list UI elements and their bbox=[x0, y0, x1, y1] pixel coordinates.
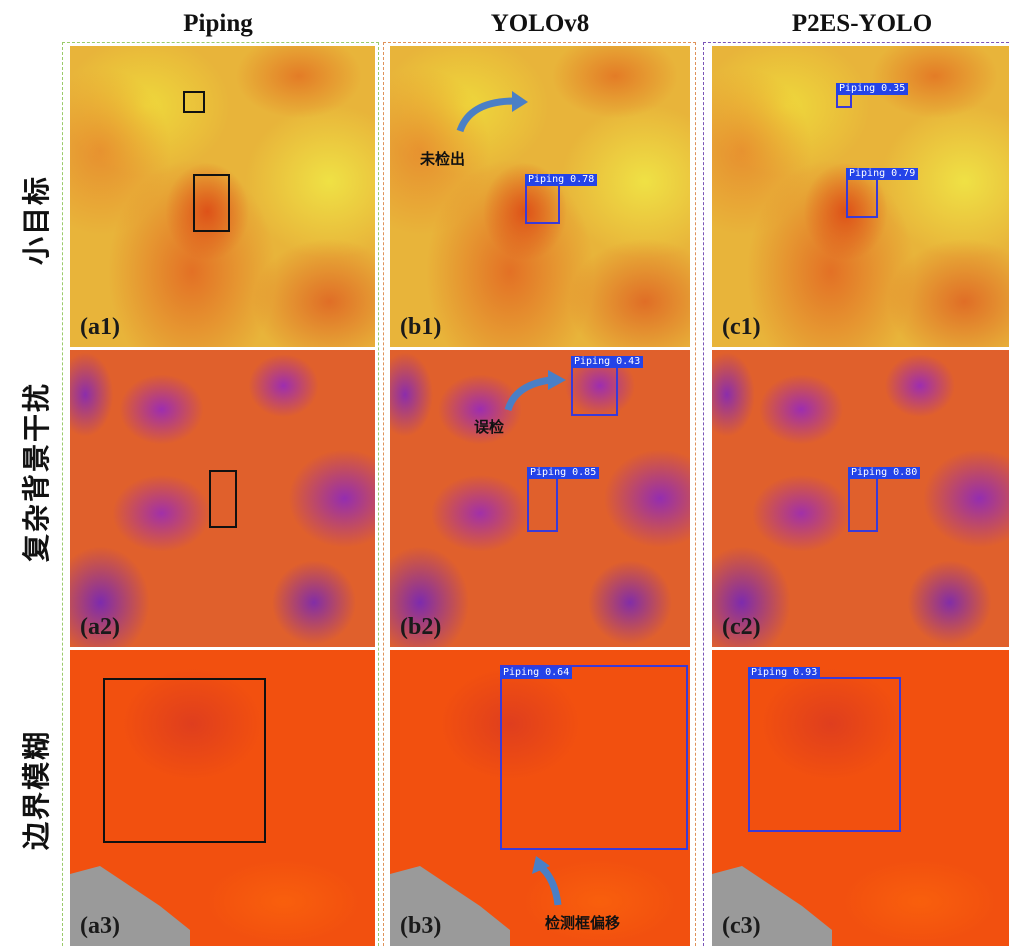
detection-box: Piping 0.85 bbox=[527, 477, 558, 532]
figure: {"columns": [{"title": "Piping"}, {"titl… bbox=[0, 0, 1009, 946]
ground-truth-box bbox=[183, 91, 205, 113]
panel-label: (a2) bbox=[80, 614, 120, 641]
image-panel: (a2) bbox=[70, 350, 375, 647]
annotation: 误检 bbox=[474, 416, 504, 437]
detection-label: Piping 0.80 bbox=[848, 467, 920, 479]
detection-label: Piping 0.79 bbox=[846, 168, 918, 180]
image-panel: 未检出 Piping 0.78 (b1) bbox=[390, 46, 690, 347]
arrow bbox=[390, 650, 690, 946]
image-panel: Piping 0.35 Piping 0.79 (c1) bbox=[712, 46, 1009, 347]
annotation: 未检出 bbox=[420, 148, 465, 169]
panel-label: (c2) bbox=[722, 614, 761, 641]
panel-label: (b2) bbox=[400, 614, 441, 641]
panel-label: (b3) bbox=[400, 913, 441, 940]
row-label: 边界模糊 bbox=[15, 730, 55, 850]
detection-label: Piping 0.85 bbox=[527, 467, 599, 479]
image-panel: Piping 0.80 (c2) bbox=[712, 350, 1009, 647]
ground-truth-box bbox=[209, 470, 237, 528]
column-title: Piping bbox=[68, 10, 368, 38]
image-panel: 误检 Piping 0.43 Piping 0.85 (b2) bbox=[390, 350, 690, 647]
panel-label: (c1) bbox=[722, 314, 761, 341]
detection-label: Piping 0.35 bbox=[836, 83, 908, 95]
panel-label: (c3) bbox=[722, 913, 761, 940]
ground-truth-box bbox=[193, 174, 230, 232]
detection-box: Piping 0.79 bbox=[846, 178, 878, 218]
column-title: YOLOv8 bbox=[390, 10, 690, 38]
panel-label: (a1) bbox=[80, 314, 120, 341]
detection-box: Piping 0.43 bbox=[571, 366, 618, 416]
column-title: P2ES-YOLO bbox=[712, 10, 1009, 38]
annotation: 检测框偏移 bbox=[545, 912, 620, 933]
row-label: 小目标 bbox=[15, 175, 55, 265]
ground-truth-box bbox=[103, 678, 266, 843]
detection-label: Piping 0.78 bbox=[525, 174, 597, 186]
image-panel: Piping 0.64 检测框偏移 (b3) bbox=[390, 650, 690, 946]
detection-box: Piping 0.80 bbox=[848, 477, 878, 532]
detection-label: Piping 0.43 bbox=[571, 356, 643, 368]
image-panel: (a1) bbox=[70, 46, 375, 347]
arrow bbox=[390, 350, 690, 470]
panel-label: (b1) bbox=[400, 314, 441, 341]
detection-label: Piping 0.93 bbox=[748, 667, 820, 679]
detection-box: Piping 0.78 bbox=[525, 184, 560, 224]
detection-box: Piping 0.93 bbox=[748, 677, 901, 832]
image-panel: (a3) bbox=[70, 650, 375, 946]
row-label: 复杂背景干扰 bbox=[15, 382, 55, 562]
detection-box: Piping 0.35 bbox=[836, 93, 852, 108]
image-panel: Piping 0.93 (c3) bbox=[712, 650, 1009, 946]
panel-label: (a3) bbox=[80, 913, 120, 940]
